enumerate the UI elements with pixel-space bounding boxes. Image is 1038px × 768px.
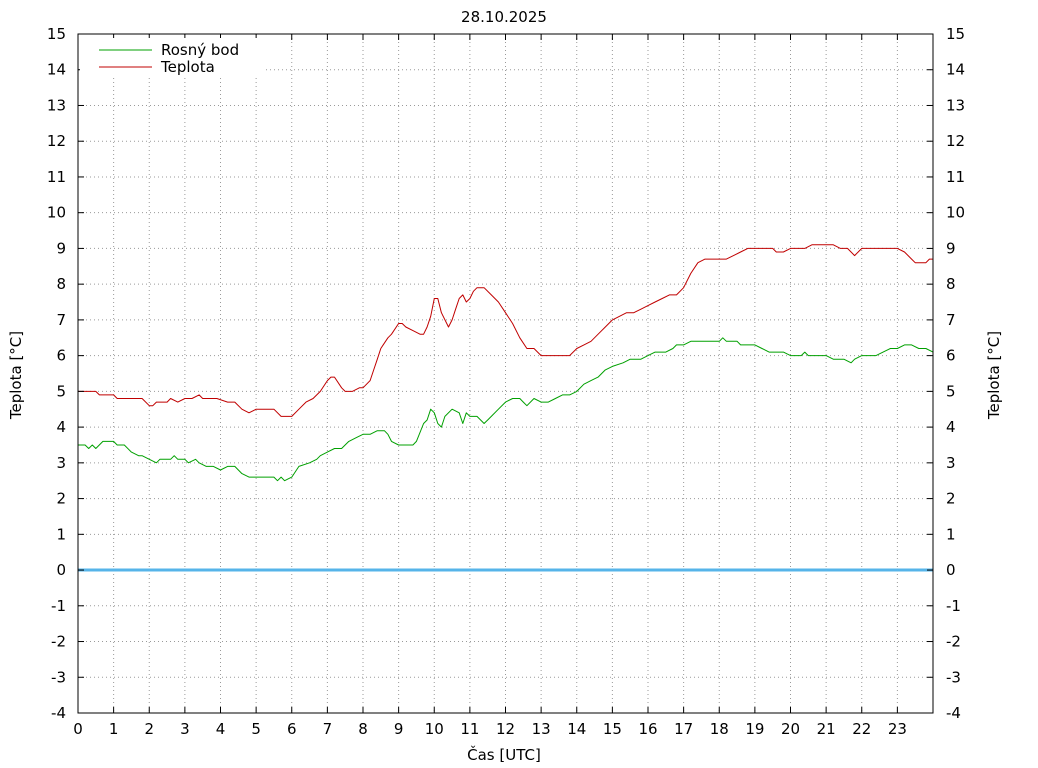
y-tick-label-right-12: 12	[946, 132, 965, 150]
x-tick-label-0: 0	[73, 720, 83, 738]
y-tick-label-left-2: 2	[56, 490, 66, 508]
y-tick-label-right-0: 0	[946, 561, 956, 579]
y-tick-label-left-10: 10	[47, 204, 66, 222]
y-tick-label-left-15: 15	[47, 25, 66, 43]
y-tick-label-right-5: 5	[946, 382, 956, 400]
x-tick-label-23: 23	[888, 720, 907, 738]
x-tick-label-14: 14	[567, 720, 586, 738]
y-tick-label-right--4: -4	[946, 704, 961, 722]
y-tick-label-left-4: 4	[56, 418, 66, 436]
x-tick-label-20: 20	[781, 720, 800, 738]
y-tick-label-left--3: -3	[51, 668, 66, 686]
y-tick-label-right-15: 15	[946, 25, 965, 43]
y-tick-label-left-8: 8	[56, 275, 66, 293]
y-axis-label-left: Teplota [°C]	[7, 331, 25, 420]
chart-title: 28.10.2025	[461, 8, 547, 26]
y-tick-label-right-10: 10	[946, 204, 965, 222]
x-tick-label-2: 2	[144, 720, 154, 738]
legend: Rosný bod Teplota	[80, 38, 265, 76]
y-tick-label-right-11: 11	[946, 168, 965, 186]
y-tick-label-right-9: 9	[946, 239, 956, 257]
x-tick-label-4: 4	[216, 720, 226, 738]
y-axis-label-right: Teplota [°C]	[985, 331, 1003, 420]
legend-label-teplota: Teplota	[160, 58, 215, 76]
x-tick-label-5: 5	[251, 720, 261, 738]
series-line-rosny-bod	[78, 337, 934, 482]
y-tick-label-right--1: -1	[946, 597, 961, 615]
y-tick-label-left-0: 0	[56, 561, 66, 579]
y-tick-label-right-1: 1	[946, 525, 956, 543]
x-tick-label-21: 21	[817, 720, 836, 738]
x-tick-label-19: 19	[745, 720, 764, 738]
y-tick-label-left--4: -4	[51, 704, 66, 722]
x-tick-label-13: 13	[532, 720, 551, 738]
x-tick-label-17: 17	[674, 720, 693, 738]
y-tick-label-left-7: 7	[56, 311, 66, 329]
y-tick-label-left--1: -1	[51, 597, 66, 615]
y-tick-label-right-8: 8	[946, 275, 956, 293]
legend-label-rosny-bod: Rosný bod	[161, 41, 239, 59]
y-tick-label-right-6: 6	[946, 347, 956, 365]
x-tick-label-18: 18	[710, 720, 729, 738]
y-tick-label-left-1: 1	[56, 525, 66, 543]
x-tick-label-11: 11	[460, 720, 479, 738]
y-tick-label-right-3: 3	[946, 454, 956, 472]
y-tick-label-left-11: 11	[47, 168, 66, 186]
x-tick-label-8: 8	[358, 720, 368, 738]
x-tick-label-12: 12	[496, 720, 515, 738]
y-tick-label-left-12: 12	[47, 132, 66, 150]
y-tick-label-left--2: -2	[51, 633, 66, 651]
y-tick-label-left-6: 6	[56, 347, 66, 365]
y-tick-label-right--2: -2	[946, 633, 961, 651]
x-axis-label: Čas [UTC]	[467, 745, 541, 764]
y-tick-label-right-7: 7	[946, 311, 956, 329]
y-tick-label-right-4: 4	[946, 418, 956, 436]
y-tick-label-right-2: 2	[946, 490, 956, 508]
series-lines	[78, 244, 934, 482]
x-tick-label-1: 1	[109, 720, 119, 738]
y-tick-label-right--3: -3	[946, 668, 961, 686]
y-tick-label-right-14: 14	[946, 61, 965, 79]
x-tick-label-3: 3	[180, 720, 190, 738]
y-tick-label-right-13: 13	[946, 96, 965, 114]
x-tick-label-15: 15	[603, 720, 622, 738]
y-tick-label-left-5: 5	[56, 382, 66, 400]
x-tick-label-16: 16	[638, 720, 657, 738]
series-line-teplota	[78, 244, 933, 417]
legend-background	[80, 38, 265, 76]
y-tick-label-left-3: 3	[56, 454, 66, 472]
x-tick-label-6: 6	[287, 720, 297, 738]
y-tick-label-left-13: 13	[47, 96, 66, 114]
x-tick-label-9: 9	[394, 720, 404, 738]
x-tick-label-7: 7	[323, 720, 333, 738]
x-tick-label-10: 10	[425, 720, 444, 738]
y-tick-label-left-14: 14	[47, 61, 66, 79]
x-tick-label-22: 22	[852, 720, 871, 738]
x-tick-labels: 0 1 2 3 4 5 6 7 8 9 10 11 12 13 14 15 16 17 18 19 20 21 22 23	[73, 720, 907, 738]
y-tick-label-left-9: 9	[56, 239, 66, 257]
